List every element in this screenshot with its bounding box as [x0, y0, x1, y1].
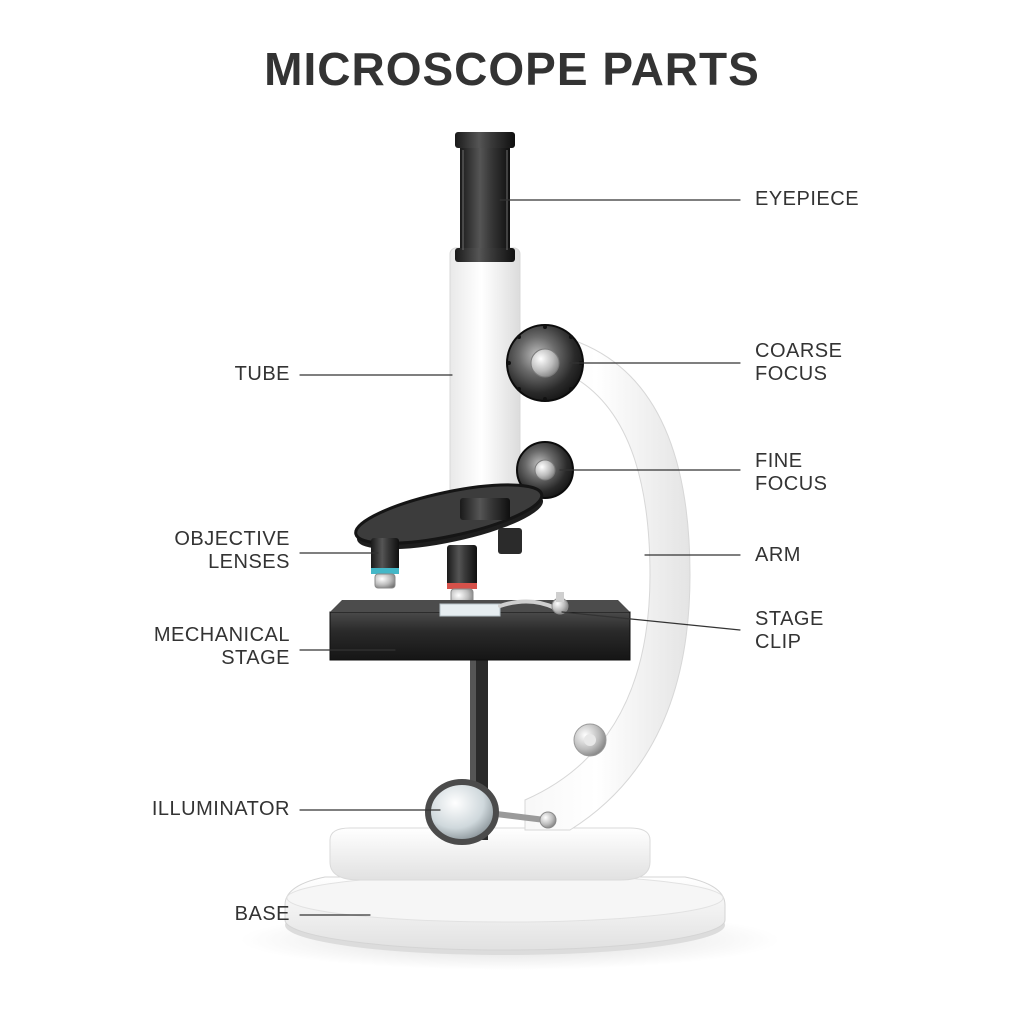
diagram-canvas: { "title": "MICROSCOPE PARTS", "title_fo… [0, 0, 1024, 1024]
label-tube: TUBE [235, 363, 290, 386]
label-base: BASE [235, 903, 290, 926]
label-coarse-focus: COARSE FOCUS [755, 340, 842, 386]
leader-stage-clip [562, 612, 740, 630]
label-stage-clip: STAGE CLIP [755, 608, 824, 654]
label-illuminator: ILLUMINATOR [152, 798, 290, 821]
leader-lines [0, 0, 1024, 1024]
label-objective-lenses: OBJECTIVE LENSES [174, 528, 290, 574]
label-fine-focus: FINE FOCUS [755, 450, 828, 496]
label-mechanical-stage: MECHANICAL STAGE [154, 624, 290, 670]
label-arm: ARM [755, 544, 801, 567]
label-eyepiece: EYEPIECE [755, 188, 859, 211]
